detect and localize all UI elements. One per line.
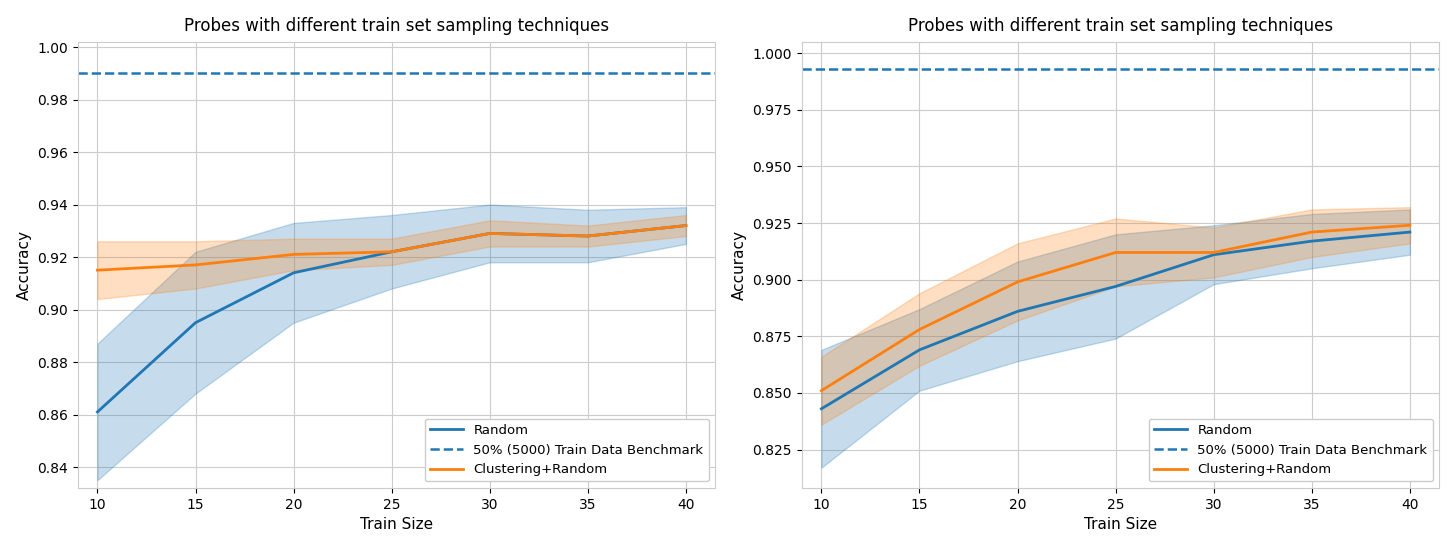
Clustering+Random [186, 262, 204, 268]
Y-axis label: Accuracy: Accuracy [732, 230, 747, 300]
Random [285, 270, 303, 276]
Random [911, 346, 929, 353]
Clustering+Random [89, 267, 106, 273]
Title: Probes with different train set sampling techniques: Probes with different train set sampling… [909, 16, 1334, 35]
Random [1107, 283, 1124, 290]
Clustering+Random [1009, 278, 1026, 285]
Random [812, 406, 830, 412]
Clustering+Random [383, 249, 400, 255]
50% (5000) Train Data Benchmark [636, 66, 654, 72]
Clustering+Random [1206, 249, 1223, 256]
Legend: Random, 50% (5000) Train Data Benchmark, Clustering+Random: Random, 50% (5000) Train Data Benchmark,… [425, 419, 709, 481]
Line: Clustering+Random: Clustering+Random [98, 226, 686, 270]
Random [1009, 308, 1026, 315]
Clustering+Random [285, 251, 303, 257]
Clustering+Random [812, 388, 830, 394]
Y-axis label: Accuracy: Accuracy [16, 230, 32, 300]
Random [579, 233, 597, 239]
Random [383, 249, 400, 255]
Clustering+Random [480, 230, 498, 237]
Line: Clustering+Random: Clustering+Random [821, 225, 1409, 391]
Title: Probes with different train set sampling techniques: Probes with different train set sampling… [183, 16, 609, 35]
50% (5000) Train Data Benchmark [616, 66, 633, 72]
Random [186, 320, 204, 326]
Line: Random: Random [821, 232, 1409, 409]
Random [480, 230, 498, 237]
Clustering+Random [579, 233, 597, 239]
Random [1206, 251, 1223, 258]
Random [1303, 238, 1321, 244]
Clustering+Random [911, 326, 929, 333]
X-axis label: Train Size: Train Size [360, 517, 432, 533]
Clustering+Random [1303, 229, 1321, 236]
Line: Random: Random [98, 226, 686, 412]
Random [1401, 229, 1418, 236]
Clustering+Random [1107, 249, 1124, 256]
Legend: Random, 50% (5000) Train Data Benchmark, Clustering+Random: Random, 50% (5000) Train Data Benchmark,… [1149, 419, 1433, 481]
Random [89, 408, 106, 415]
Clustering+Random [1401, 222, 1418, 228]
Clustering+Random [677, 222, 695, 229]
Random [677, 222, 695, 229]
X-axis label: Train Size: Train Size [1085, 517, 1158, 533]
